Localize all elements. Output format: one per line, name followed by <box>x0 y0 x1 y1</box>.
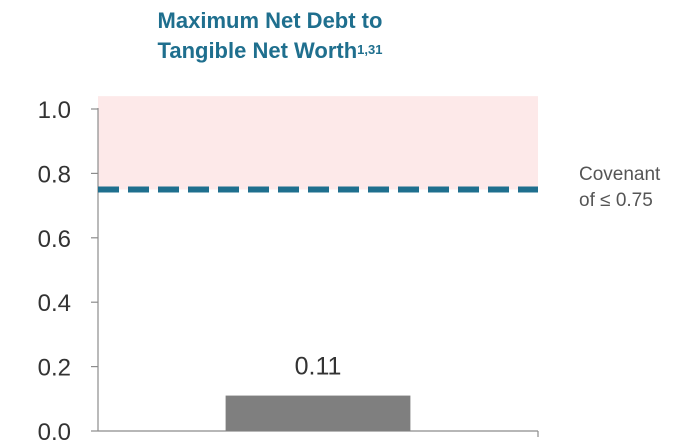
y-tick-label: 0.2 <box>38 355 71 382</box>
bar-data-label: 0.11 <box>295 353 342 381</box>
y-tick-label: 0.0 <box>38 419 71 441</box>
y-tick-label: 0.4 <box>38 290 71 317</box>
chart-title-line2: Tangible Net Worth1,31 <box>60 36 480 66</box>
y-tick-label: 0.8 <box>38 161 71 188</box>
covenant-label-line1: Covenant <box>579 164 661 185</box>
chart-title-line1: Maximum Net Debt to <box>157 8 383 33</box>
breach-region <box>98 96 538 190</box>
covenant-annotation: Covenant of ≤ 0.75 <box>579 162 660 214</box>
bar <box>225 395 411 431</box>
covenant-label-line2: of ≤ 0.75 <box>579 190 653 211</box>
chart-title-footnote: 1,31 <box>357 42 383 57</box>
y-tick-label: 0.6 <box>38 226 71 253</box>
chart-title: Maximum Net Debt to Tangible Net Worth1,… <box>60 6 480 66</box>
chart-title-text: Tangible Net Worth <box>157 38 358 63</box>
y-tick-label: 1.0 <box>38 97 71 124</box>
